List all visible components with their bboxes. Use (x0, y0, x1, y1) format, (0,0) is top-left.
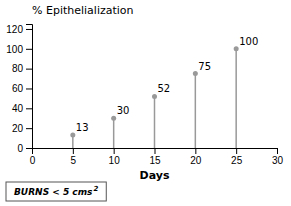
y-tick-label: 100 (6, 44, 23, 55)
stem (195, 74, 197, 148)
stem-marker (234, 46, 239, 51)
y-tick-mark (26, 69, 32, 70)
y-tick-label: 0 (17, 143, 23, 154)
x-tick: 0 (30, 148, 36, 166)
x-tick: 20 (190, 148, 202, 166)
annotation-superscript: 2 (93, 185, 98, 193)
annotation-box: BURNS < 5 cms2 (6, 182, 106, 201)
y-tick-label: 40 (12, 103, 24, 114)
y-tick: 20 (12, 123, 32, 134)
x-tick-mark (195, 148, 196, 154)
plot: 0 5 10 15 20 25 30 0 20 40 60 80 100 120 13 30 52 75 100 (6, 24, 283, 166)
y-tick-mark (26, 49, 32, 50)
data-label: 75 (198, 61, 211, 72)
title: % Epithelialization (32, 4, 134, 17)
y-tick-mark (26, 128, 32, 129)
marks (70, 46, 238, 148)
stem-marker (152, 94, 157, 99)
stem-marker (111, 116, 116, 121)
y-tick: 0 (17, 143, 32, 154)
x-tick-label: 5 (71, 155, 77, 166)
data-label: 100 (239, 36, 258, 47)
annotation-frame (6, 182, 106, 201)
stem (113, 118, 115, 148)
data-label: 52 (158, 83, 171, 94)
y-axis: 0 20 40 60 80 100 120 (6, 24, 32, 154)
x-tick-mark (236, 148, 237, 154)
y-tick-label: 80 (12, 63, 24, 74)
y-tick-mark (26, 88, 32, 89)
y-tick: 80 (12, 63, 32, 74)
x-tick-mark (155, 148, 156, 154)
stem (235, 49, 237, 148)
x-tick-label: 15 (149, 155, 161, 166)
x-tick-mark (73, 148, 74, 154)
stem (154, 96, 156, 148)
y-tick: 120 (6, 24, 32, 35)
x-tick: 25 (231, 148, 243, 166)
data-label: 13 (76, 122, 89, 133)
x-axis-line (33, 149, 278, 155)
y-axis-line (26, 25, 33, 149)
stem-marker (70, 133, 75, 138)
x-tick-label: 10 (109, 155, 121, 166)
x-tick-mark (277, 148, 278, 154)
x-tick-label: 0 (30, 155, 36, 166)
x-axis-title: Days (140, 169, 170, 182)
y-tick: 100 (6, 44, 32, 55)
x-tick: 15 (149, 148, 161, 166)
data-labels: 13 30 52 75 100 (76, 36, 258, 133)
y-tick: 40 (12, 103, 32, 114)
x-tick: 30 (272, 148, 284, 166)
y-tick-label: 20 (12, 123, 24, 134)
y-tick-mark (26, 29, 32, 30)
x-tick-label: 20 (190, 155, 202, 166)
y-tick: 60 (12, 83, 32, 94)
x-axis: 0 5 10 15 20 25 30 (30, 148, 284, 166)
chart: 0 5 10 15 20 25 30 0 20 40 60 80 100 120 13 30 52 75 100 % … (0, 0, 291, 206)
y-tick-label: 120 (6, 24, 23, 35)
y-tick-label: 60 (12, 83, 24, 94)
x-tick: 10 (109, 148, 121, 166)
x-tick: 5 (71, 148, 77, 166)
x-tick-label: 30 (272, 155, 284, 166)
annotation: BURNS < 5 cms (14, 187, 93, 197)
x-tick-mark (114, 148, 115, 154)
y-tick-mark (26, 148, 32, 149)
x-tick-label: 25 (231, 155, 243, 166)
data-label: 30 (117, 105, 130, 116)
y-tick-mark (26, 108, 32, 109)
stem-marker (193, 71, 198, 76)
